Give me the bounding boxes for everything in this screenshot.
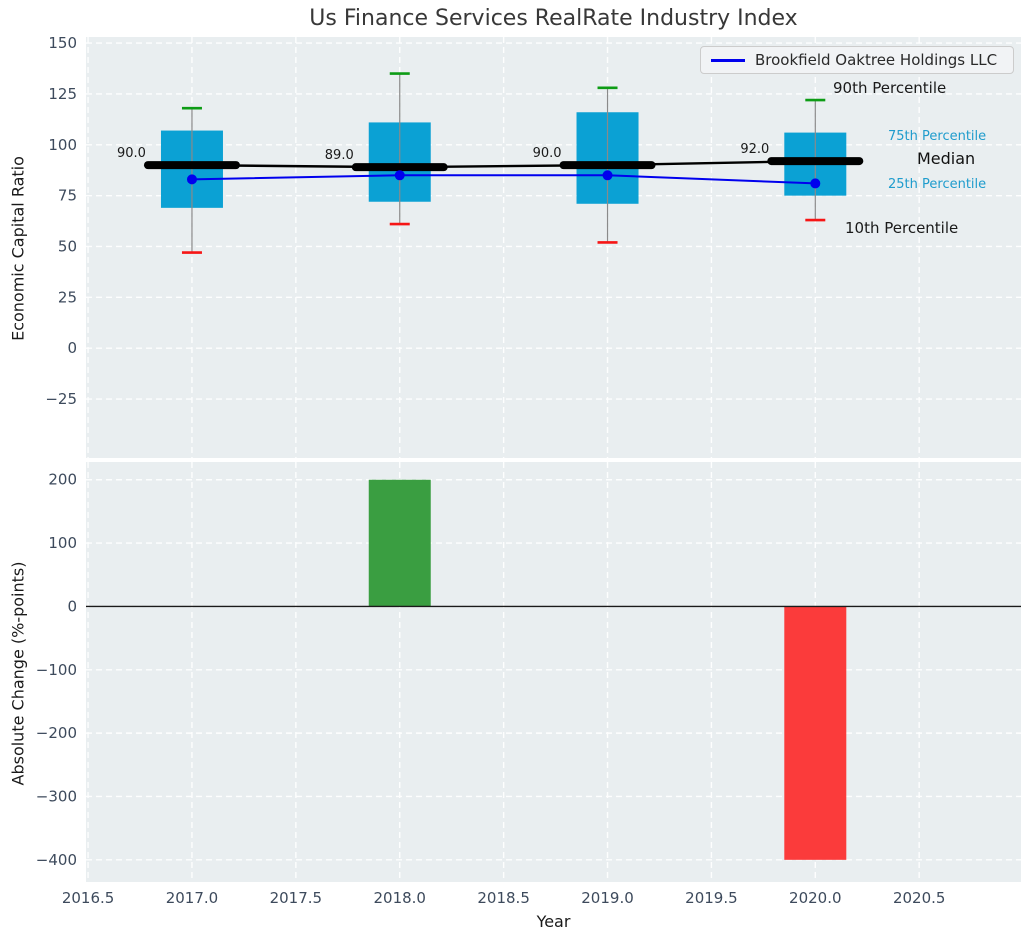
annotation-25th-percentile: 25th Percentile (888, 177, 986, 192)
top-y-tick-label: 25 (58, 288, 77, 306)
bottom-y-tick-label: 0 (67, 597, 77, 615)
bottom-y-tick-label: −200 (36, 724, 77, 742)
top-y-tick-label: 75 (58, 187, 77, 205)
annotation-75th-percentile: 75th Percentile (888, 129, 986, 144)
top-axes-background (86, 37, 1021, 458)
legend-line-sample (711, 59, 745, 62)
x-tick-label: 2016.5 (62, 889, 115, 907)
top-y-tick-label: 0 (67, 339, 77, 357)
top-y-tick-label: 100 (48, 136, 77, 154)
change-bar-2020 (784, 606, 846, 859)
x-tick-label: 2018.0 (373, 889, 426, 907)
chart-title: Us Finance Services RealRate Industry In… (86, 6, 1021, 31)
top-y-tick-label: 50 (58, 237, 77, 255)
bottom-y-tick-label: 100 (48, 534, 77, 552)
company-point-2020 (810, 178, 820, 188)
x-axis-label: Year (86, 912, 1021, 931)
chart-canvas: 90.0 89.0 90.0 92.0 150 125 100 75 50 25 0 −25 200 10… (0, 0, 1029, 942)
legend-label: Brookfield Oaktree Holdings LLC (755, 51, 997, 69)
bottom-y-axis-label: Absolute Change (%-points) (9, 544, 28, 804)
x-tick-label: 2020.0 (789, 889, 842, 907)
annotation-90th-percentile: 90th Percentile (833, 79, 946, 97)
x-tick-label: 2019.0 (581, 889, 634, 907)
x-tick-label: 2019.5 (685, 889, 738, 907)
company-point-2018 (395, 170, 405, 180)
top-y-tick-label: 150 (48, 34, 77, 52)
bottom-y-tick-label: −400 (36, 851, 77, 869)
company-point-2019 (603, 170, 613, 180)
figure: 90.0 89.0 90.0 92.0 150 125 100 75 50 25 0 −25 200 10… (0, 0, 1029, 942)
top-y-tick-label: −25 (45, 390, 77, 408)
median-value-label-2018: 89.0 (325, 148, 354, 163)
bottom-axes-background (86, 462, 1021, 882)
top-y-tick-label: 125 (48, 85, 77, 103)
legend: Brookfield Oaktree Holdings LLC (700, 46, 1014, 74)
annotation-median: Median (917, 149, 975, 168)
company-point-2017 (187, 174, 197, 184)
x-tick-label: 2020.5 (893, 889, 946, 907)
top-y-axis-label: Economic Capital Ratio (9, 139, 28, 359)
median-value-label-2020: 92.0 (740, 142, 769, 157)
x-tick-label: 2017.5 (270, 889, 323, 907)
median-value-label-2019: 90.0 (533, 146, 562, 161)
median-value-label-2017: 90.0 (117, 146, 146, 161)
bottom-y-tick-label: −100 (36, 661, 77, 679)
x-tick-label: 2018.5 (477, 889, 530, 907)
bottom-y-tick-label: −300 (36, 787, 77, 805)
x-tick-label: 2017.0 (166, 889, 219, 907)
bottom-y-tick-label: 200 (48, 471, 77, 489)
change-bar-2018 (369, 480, 431, 607)
annotation-10th-percentile: 10th Percentile (845, 219, 958, 237)
